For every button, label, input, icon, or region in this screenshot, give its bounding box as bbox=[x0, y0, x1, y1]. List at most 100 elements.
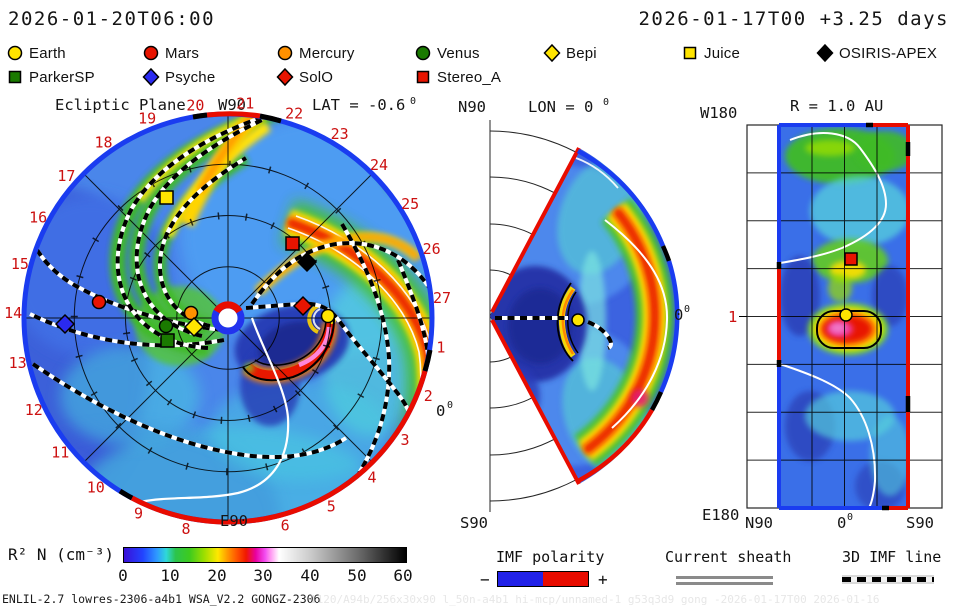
legend-label: ParkerSP bbox=[29, 68, 95, 86]
imf-polarity-bar bbox=[497, 571, 589, 587]
n90-label: N90 bbox=[458, 98, 486, 116]
colorbar bbox=[123, 547, 407, 563]
legend-item-mercury: Mercury bbox=[276, 43, 355, 63]
legend-item-bepi: Bepi bbox=[543, 43, 597, 63]
day-label: 8 bbox=[181, 520, 190, 538]
juice-glyph bbox=[683, 46, 697, 60]
meridional-density-field bbox=[490, 148, 679, 484]
colorbar-tick: 50 bbox=[347, 566, 367, 585]
meridional-panel: N90 LON = 0 0 S90 0 0 bbox=[458, 97, 690, 532]
colorbar-tick: 20 bbox=[207, 566, 227, 585]
r-tick-label: 1 bbox=[728, 308, 737, 326]
venus-symbol-icon bbox=[415, 45, 431, 61]
lat-degree-sup: 0 bbox=[410, 96, 416, 107]
day-label: 23 bbox=[331, 125, 349, 143]
earth-marker bbox=[571, 313, 585, 327]
model-version-text: ENLIL-2.7 lowres-2306-a4b1 WSA_V2.2 GONG… bbox=[2, 592, 321, 606]
legend-item-mars: Mars bbox=[142, 43, 199, 63]
day-label: 22 bbox=[285, 104, 303, 122]
earth-marker bbox=[320, 308, 336, 324]
osiris-apex-marker bbox=[296, 251, 318, 273]
day-label: 18 bbox=[94, 134, 112, 152]
lat-label: LAT = -0.6 bbox=[312, 96, 405, 114]
imf-line-sample bbox=[842, 575, 934, 584]
legend-label: Bepi bbox=[566, 44, 597, 62]
bepi-symbol-icon bbox=[543, 43, 561, 63]
s90-label: S90 bbox=[460, 514, 488, 532]
cme-core bbox=[298, 326, 332, 368]
day-label: 27 bbox=[433, 289, 451, 307]
colorbar-tick: 40 bbox=[300, 566, 320, 585]
parkersp-marker bbox=[160, 333, 175, 348]
stereo-a-marker bbox=[285, 236, 300, 251]
band-polarity-borders bbox=[776, 122, 911, 511]
psyche-glyph bbox=[142, 67, 160, 87]
solo-marker bbox=[292, 295, 314, 317]
current-sheet-line bbox=[779, 363, 877, 508]
zero-deg-label: 0 bbox=[436, 402, 445, 420]
mars-marker bbox=[91, 294, 107, 310]
legend-label: Stereo_A bbox=[437, 68, 502, 86]
day-label: 4 bbox=[367, 469, 376, 487]
legend-item-juice: Juice bbox=[681, 43, 740, 63]
day-label: 6 bbox=[281, 516, 290, 534]
legend-label: OSIRIS-APEX bbox=[839, 44, 938, 62]
n90-axis-label: N90 bbox=[745, 514, 773, 532]
imf-polarity-ring bbox=[21, 111, 435, 525]
zero-deg-sup: 0 bbox=[447, 400, 453, 411]
stereo-a-marker bbox=[844, 252, 858, 266]
day-label: 5 bbox=[327, 498, 336, 516]
legend-label: SolO bbox=[299, 68, 334, 86]
imf-dashed-equator bbox=[495, 316, 614, 350]
legend-item-venus: Venus bbox=[414, 43, 480, 63]
w180-label: W180 bbox=[700, 104, 737, 122]
legend-label: Juice bbox=[704, 44, 741, 62]
sun-marker bbox=[211, 301, 245, 335]
legend-label: Venus bbox=[437, 44, 480, 62]
osiris-apex-glyph bbox=[816, 43, 834, 63]
zero-deg-sup: 0 bbox=[684, 304, 690, 315]
bepi-glyph bbox=[543, 43, 561, 63]
legend-label: Earth bbox=[29, 44, 66, 62]
wedge-polarity-borders bbox=[490, 147, 680, 485]
radial-map-panel: 1 W180 R = 1.0 AU E180 N90 0 0 S90 bbox=[700, 97, 943, 532]
colorbar-tick: 60 bbox=[393, 566, 413, 585]
venus-marker bbox=[158, 318, 174, 334]
earth-glyph bbox=[7, 45, 23, 61]
solo-symbol-icon bbox=[276, 67, 294, 87]
day-label: 19 bbox=[138, 110, 156, 128]
imf-polarity-label: IMF polarity bbox=[496, 548, 605, 566]
day-label: 3 bbox=[400, 431, 409, 449]
imf-positive-swatch bbox=[543, 572, 588, 586]
cme-contour bbox=[242, 315, 336, 382]
current-sheet-line bbox=[139, 317, 290, 504]
day-label: 17 bbox=[57, 167, 75, 185]
day-label: 2 bbox=[424, 387, 433, 405]
imf-plus-sign: + bbox=[598, 570, 608, 589]
panel-title: R = 1.0 AU bbox=[790, 97, 883, 115]
osiris-apex-symbol-icon bbox=[816, 43, 834, 63]
juice-symbol-icon bbox=[683, 46, 697, 60]
ecliptic-body-markers bbox=[54, 190, 336, 348]
colorbar-tick: 30 bbox=[253, 566, 273, 585]
e180-label: E180 bbox=[702, 506, 739, 524]
title-degree-sup: 0 bbox=[603, 97, 609, 108]
high-density-shell bbox=[573, 157, 674, 467]
day-label: 24 bbox=[370, 156, 388, 174]
imf-minus-sign: − bbox=[480, 570, 490, 589]
parkersp-symbol-icon bbox=[8, 70, 22, 84]
imf-line-dashes bbox=[842, 577, 934, 582]
mercury-marker bbox=[183, 305, 199, 321]
bepi-marker bbox=[183, 316, 205, 338]
current-sheath-line-sample bbox=[676, 576, 773, 579]
current-sheet-line bbox=[779, 132, 888, 264]
day-label: 26 bbox=[423, 240, 441, 258]
day-label: 12 bbox=[25, 401, 43, 419]
w90-label: W90 bbox=[218, 96, 246, 114]
current-sheet-line bbox=[575, 157, 619, 189]
imf-line-label: 3D IMF line bbox=[842, 548, 942, 566]
legend-label: Mars bbox=[165, 44, 200, 62]
day-label: 15 bbox=[11, 255, 29, 273]
day-label: 1 bbox=[436, 339, 445, 357]
